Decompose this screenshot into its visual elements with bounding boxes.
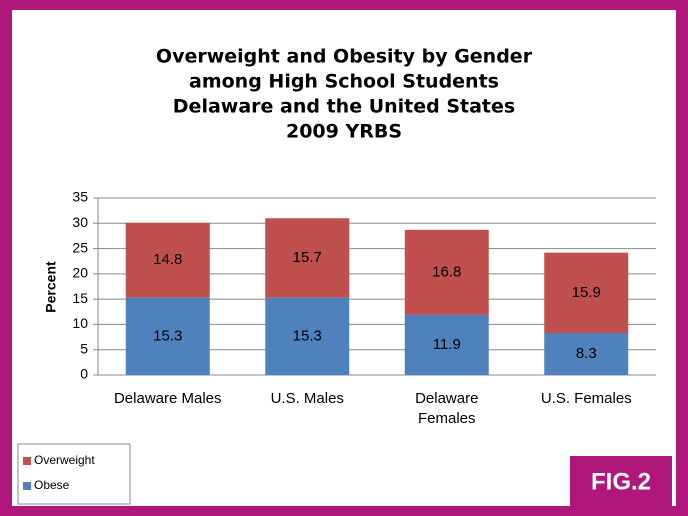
badge: FIG.2 bbox=[591, 468, 651, 495]
x-tick-label: U.S. Males bbox=[270, 390, 344, 407]
chart-title: 2009 YRBS bbox=[286, 121, 402, 143]
chart-title: Overweight and Obesity by Gender bbox=[156, 46, 533, 68]
y-tick-label: 25 bbox=[72, 239, 88, 255]
y-tick-label: 35 bbox=[72, 189, 88, 205]
bar-segment bbox=[265, 218, 350, 298]
x-tick-label: U.S. Females bbox=[540, 390, 632, 407]
bar-segment bbox=[544, 333, 629, 375]
legend-swatch bbox=[23, 482, 31, 490]
legend-label: Overweight bbox=[34, 453, 95, 467]
data-label: 15.7 bbox=[293, 249, 322, 266]
bar-segment bbox=[265, 297, 350, 375]
bar-segment bbox=[544, 252, 629, 334]
y-axis-label: Percent bbox=[43, 261, 59, 313]
data-label: 14.8 bbox=[153, 251, 182, 268]
y-tick-label: 20 bbox=[72, 265, 88, 281]
chart-title: Delaware and the United States bbox=[173, 96, 515, 118]
data-label: 15.3 bbox=[293, 327, 322, 344]
chart-title: among High School Students bbox=[189, 71, 499, 93]
bar-segment bbox=[404, 229, 489, 315]
y-tick-label: 0 bbox=[80, 366, 88, 382]
legend-swatch bbox=[23, 457, 31, 465]
x-tick-label: Delaware Males bbox=[113, 390, 222, 407]
y-tick-label: 10 bbox=[72, 315, 88, 331]
data-label: 15.3 bbox=[153, 327, 182, 344]
legend-label: Obese bbox=[34, 478, 70, 492]
x-tick-label-box: U.S. Females bbox=[540, 390, 632, 407]
x-tick-label-box: Delaware Females bbox=[415, 390, 479, 427]
bar-segment bbox=[125, 297, 210, 375]
y-tick-label: 30 bbox=[72, 214, 88, 230]
y-tick-label: 5 bbox=[80, 340, 88, 356]
data-label: 16.8 bbox=[432, 263, 461, 280]
data-label: 15.9 bbox=[572, 284, 601, 301]
x-tick-label-box: Delaware Males bbox=[113, 390, 222, 407]
badge-box bbox=[570, 456, 672, 508]
bar-segment bbox=[125, 222, 210, 298]
x-tick-label: Delaware Females bbox=[415, 390, 479, 427]
legend-box bbox=[17, 443, 131, 505]
data-label: 8.3 bbox=[576, 345, 597, 362]
y-tick-label: 15 bbox=[72, 290, 88, 306]
data-label: 11.9 bbox=[433, 336, 461, 353]
bar-segment bbox=[404, 314, 489, 375]
x-tick-label-box: U.S. Males bbox=[270, 390, 344, 407]
